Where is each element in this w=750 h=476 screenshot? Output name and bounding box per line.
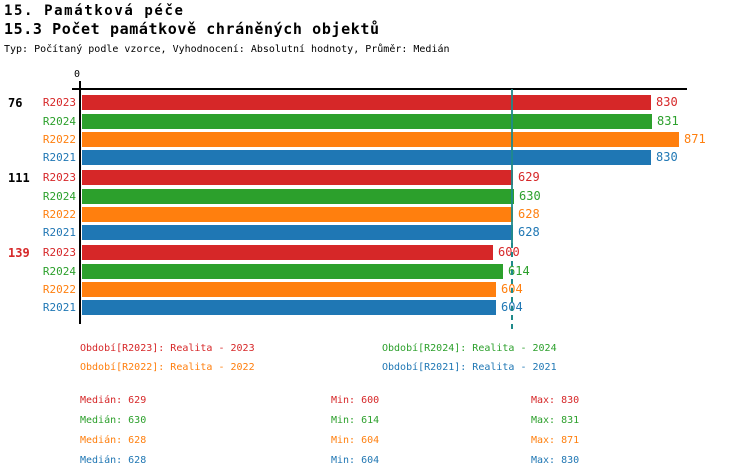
bar-r2021-group-76 — [82, 150, 651, 165]
bar-r2022-group-111 — [82, 207, 513, 222]
group-id-label: 139 — [8, 246, 30, 260]
bar-value-label: 629 — [518, 170, 540, 184]
bar-series-label: R2023 — [42, 96, 76, 109]
stat-max-r2023: Max: 830 — [531, 395, 580, 406]
bar-series-label: R2021 — [42, 301, 76, 314]
stat-max-r2021: Max: 830 — [531, 455, 580, 466]
group-id-label: 76 — [8, 96, 23, 110]
axis-zero-tick — [79, 81, 81, 89]
legend-item-r2021: Období[R2021]: Realita - 2021 — [382, 362, 557, 373]
median-line-dashed — [511, 243, 513, 333]
legend-item-r2023: Období[R2023]: Realita - 2023 — [80, 343, 255, 354]
stat-min-r2022: Min: 604 — [331, 435, 380, 446]
bar-series-label: R2022 — [42, 208, 76, 221]
bar-r2021-group-111 — [82, 225, 513, 240]
axis-line-horizontal — [72, 88, 687, 90]
legend-item-r2022: Období[R2022]: Realita - 2022 — [80, 362, 255, 373]
stat-min-r2023: Min: 600 — [331, 395, 380, 406]
bar-r2024-group-139 — [82, 264, 503, 279]
bar-series-label: R2024 — [42, 190, 76, 203]
bar-value-label: 628 — [518, 207, 540, 221]
bar-value-label: 628 — [518, 225, 540, 239]
chart-title: 15.3 Počet památkově chráněných objektů — [4, 20, 380, 38]
bar-value-label: 614 — [508, 264, 530, 278]
stat-min-r2021: Min: 604 — [331, 455, 380, 466]
stat-max-r2022: Max: 871 — [531, 435, 580, 446]
bar-r2023-group-111 — [82, 170, 513, 185]
median-line-solid — [511, 89, 513, 243]
bar-series-label: R2023 — [42, 171, 76, 184]
chart-meta-line: Typ: Počítaný podle vzorce, Vyhodnocení:… — [4, 44, 450, 55]
stat-max-r2024: Max: 831 — [531, 415, 580, 426]
bar-series-label: R2023 — [42, 246, 76, 259]
bar-series-label: R2022 — [42, 283, 76, 296]
page-title: 15. Památková péče — [4, 3, 185, 19]
stat-median-r2024: Medián: 630 — [80, 415, 147, 426]
stat-median-r2021: Medián: 628 — [80, 455, 147, 466]
bar-value-label: 830 — [656, 150, 678, 164]
bar-value-label: 600 — [498, 245, 520, 259]
bar-series-label: R2024 — [42, 265, 76, 278]
bar-r2024-group-76 — [82, 114, 652, 129]
bar-series-label: R2021 — [42, 151, 76, 164]
bar-r2022-group-139 — [82, 282, 496, 297]
bar-series-label: R2022 — [42, 133, 76, 146]
bar-value-label: 830 — [656, 95, 678, 109]
bar-r2023-group-76 — [82, 95, 651, 110]
bar-value-label: 831 — [657, 114, 679, 128]
bar-value-label: 871 — [684, 132, 706, 146]
legend-item-r2024: Období[R2024]: Realita - 2024 — [382, 343, 557, 354]
bar-series-label: R2021 — [42, 226, 76, 239]
bar-r2023-group-139 — [82, 245, 493, 260]
bar-series-label: R2024 — [42, 115, 76, 128]
bar-value-label: 630 — [519, 189, 541, 203]
stat-min-r2024: Min: 614 — [331, 415, 380, 426]
axis-zero-label: 0 — [74, 69, 81, 80]
bar-r2024-group-111 — [82, 189, 514, 204]
stat-median-r2023: Medián: 629 — [80, 395, 147, 406]
stat-median-r2022: Medián: 628 — [80, 435, 147, 446]
bar-r2022-group-76 — [82, 132, 679, 147]
axis-line-vertical — [79, 89, 81, 324]
bar-r2021-group-139 — [82, 300, 496, 315]
group-id-label: 111 — [8, 171, 30, 185]
